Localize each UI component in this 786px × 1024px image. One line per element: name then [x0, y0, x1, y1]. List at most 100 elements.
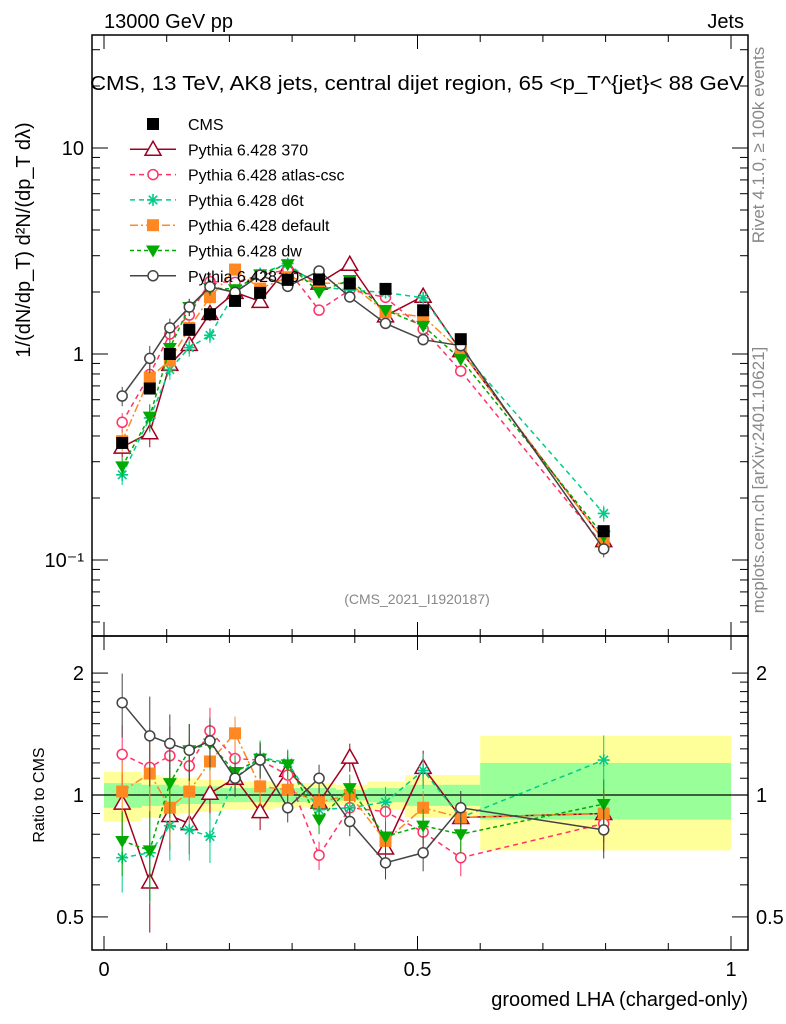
- ratio-point: [254, 780, 267, 793]
- header-left: 13000 GeV pp: [104, 11, 233, 33]
- ratio-point: [229, 727, 242, 740]
- ratio-point: [142, 845, 157, 858]
- cms-data-point: [379, 282, 392, 295]
- y-tick-label: 10⁻¹: [45, 550, 85, 572]
- ratio-point: [455, 802, 467, 814]
- ratio-point: [116, 696, 128, 709]
- data-point: [144, 352, 156, 365]
- ratio-point: [313, 796, 326, 809]
- mcplots-label: mcplots.cern.ch [arXiv:2401.10621]: [749, 347, 768, 613]
- legend-marker: [147, 118, 159, 130]
- ratio-frame: [91, 635, 749, 951]
- cms-data-point: [163, 348, 176, 360]
- legend-label: Pythia 6.428 d6t: [188, 193, 304, 210]
- x-axis-label: groomed LHA (charged-only): [491, 989, 748, 1011]
- data-point: [379, 317, 392, 330]
- data-point: [115, 461, 130, 474]
- legend-item: Pythia 6.428 atlas-csc: [130, 168, 345, 185]
- data-point: [203, 291, 216, 304]
- ratio-point: [379, 796, 392, 809]
- ratio-point: [229, 772, 241, 784]
- ratio-point: [453, 829, 468, 842]
- ratio-tick-label: 1: [73, 785, 84, 807]
- cms-data-point: [597, 525, 610, 538]
- legend-label: CMS: [188, 117, 224, 134]
- legend-label: Pythia 6.428 atlas-csc: [188, 168, 345, 185]
- ratio-point: [597, 754, 610, 767]
- data-point: [416, 320, 431, 333]
- data-point: [312, 286, 327, 299]
- x-tick-label: 1: [725, 959, 736, 981]
- ratio-point: [378, 831, 393, 844]
- ratio-tick-label: 0.5: [56, 907, 84, 929]
- data-point: [116, 416, 128, 429]
- legend-label: Pythia 6.428 370: [188, 142, 308, 159]
- ratio-point: [183, 823, 196, 836]
- ratio-tick-label: 2: [73, 663, 84, 685]
- cms-data-point: [343, 277, 356, 290]
- data-point: [254, 269, 266, 281]
- ratio-point: [596, 799, 611, 812]
- ratio-point: [281, 783, 294, 796]
- cms-data-point: [417, 304, 430, 317]
- ratio-axis-label: Ratio to CMS: [31, 747, 48, 842]
- data-point: [183, 301, 196, 313]
- legend-item: Pythia 6.428 d6t: [130, 193, 304, 210]
- ratio-point: [417, 847, 429, 859]
- legend-marker: [143, 139, 163, 157]
- data-point: [313, 304, 325, 316]
- header-right: Jets: [707, 11, 744, 33]
- ratio-point: [116, 785, 129, 798]
- legend-item: Pythia 6.428 default: [130, 218, 330, 235]
- cms-data-point: [313, 273, 326, 286]
- ratio-point: [115, 835, 130, 848]
- analysis-label: (CMS_2021_I1920187): [344, 591, 490, 607]
- data-point: [203, 329, 216, 342]
- data-point: [280, 259, 295, 272]
- axis-ticks: 0 0.5 1 10 1 10⁻¹ 2 2 1 1 0.5 0.5: [45, 35, 784, 981]
- legend-marker: [147, 270, 159, 282]
- ratio-point: [312, 814, 327, 827]
- ratio-point: [597, 824, 610, 836]
- legend-marker: [147, 193, 159, 206]
- cms-data-point: [183, 323, 196, 336]
- cms-data-point: [116, 436, 129, 449]
- legend-item: Pythia 6.428 370: [130, 139, 308, 159]
- legend-item: Pythia 6.428 p0: [130, 269, 299, 286]
- legend-item: CMS: [147, 117, 224, 134]
- ratio-point: [313, 849, 325, 861]
- cms-data-point: [454, 333, 467, 346]
- ratio-point: [344, 815, 356, 828]
- series-layer: [112, 254, 614, 933]
- series-line: [121, 263, 605, 537]
- data-point: [453, 354, 468, 367]
- legend: CMS Pythia 6.428 370 Pythia 6.428 atlas-cs…: [130, 117, 345, 286]
- ratio-point: [416, 820, 431, 833]
- ratio-point: [417, 764, 430, 777]
- ratio-point: [342, 783, 357, 796]
- cms-data-point: [203, 308, 216, 321]
- data-point: [164, 322, 176, 334]
- legend-label: Pythia 6.428 dw: [188, 244, 302, 261]
- x-tick-label: 0: [98, 959, 109, 981]
- ratio-point: [116, 748, 128, 761]
- ratio-tick-label-right: 2: [756, 663, 767, 685]
- y-tick-label: 1: [73, 344, 84, 366]
- ratio-point: [144, 730, 156, 742]
- rivet-label: Rivet 4.1.0, ≥ 100k events: [749, 47, 768, 243]
- legend-label: Pythia 6.428 default: [188, 218, 330, 235]
- series-cms: [116, 273, 610, 538]
- data-point: [143, 371, 156, 384]
- data-point: [597, 507, 610, 520]
- data-point: [597, 543, 610, 555]
- ratio-point: [183, 785, 196, 798]
- ratio-point: [204, 735, 216, 747]
- x-tick-label: 0.5: [404, 959, 432, 981]
- cms-data-point: [281, 273, 294, 286]
- data-point: [250, 291, 270, 309]
- cms-data-point: [229, 294, 242, 307]
- data-point: [344, 291, 356, 303]
- legend-label: Pythia 6.428 p0: [188, 269, 299, 286]
- data-point: [204, 280, 216, 293]
